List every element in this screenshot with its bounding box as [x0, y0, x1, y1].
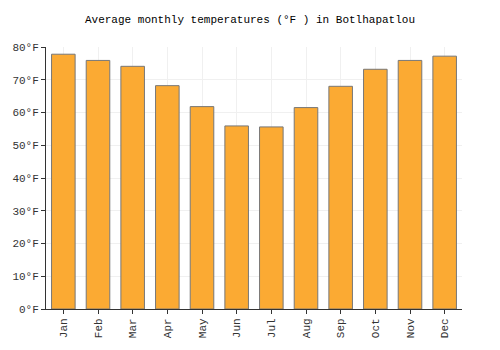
svg-text:Mar: Mar [127, 318, 139, 338]
svg-text:50°F: 50°F [12, 140, 38, 152]
svg-text:Feb: Feb [93, 318, 105, 338]
svg-text:Apr: Apr [162, 318, 174, 338]
svg-text:20°F: 20°F [12, 238, 38, 250]
svg-text:60°F: 60°F [12, 107, 38, 119]
svg-text:Average monthly temperatures (: Average monthly temperatures (°F ) in Bo… [85, 14, 415, 26]
svg-text:0°F: 0°F [19, 304, 39, 316]
svg-text:Jun: Jun [231, 318, 243, 338]
svg-text:70°F: 70°F [12, 75, 38, 87]
svg-text:Oct: Oct [370, 318, 382, 338]
svg-text:May: May [197, 318, 209, 338]
svg-text:Jul: Jul [266, 318, 278, 338]
svg-text:30°F: 30°F [12, 206, 38, 218]
svg-text:Aug: Aug [301, 318, 313, 338]
svg-text:80°F: 80°F [12, 42, 38, 54]
svg-text:10°F: 10°F [12, 271, 38, 283]
svg-text:Jan: Jan [58, 318, 70, 338]
svg-text:Dec: Dec [439, 318, 451, 338]
svg-text:Nov: Nov [405, 318, 417, 338]
svg-text:Sep: Sep [335, 318, 347, 338]
svg-text:40°F: 40°F [12, 173, 38, 185]
